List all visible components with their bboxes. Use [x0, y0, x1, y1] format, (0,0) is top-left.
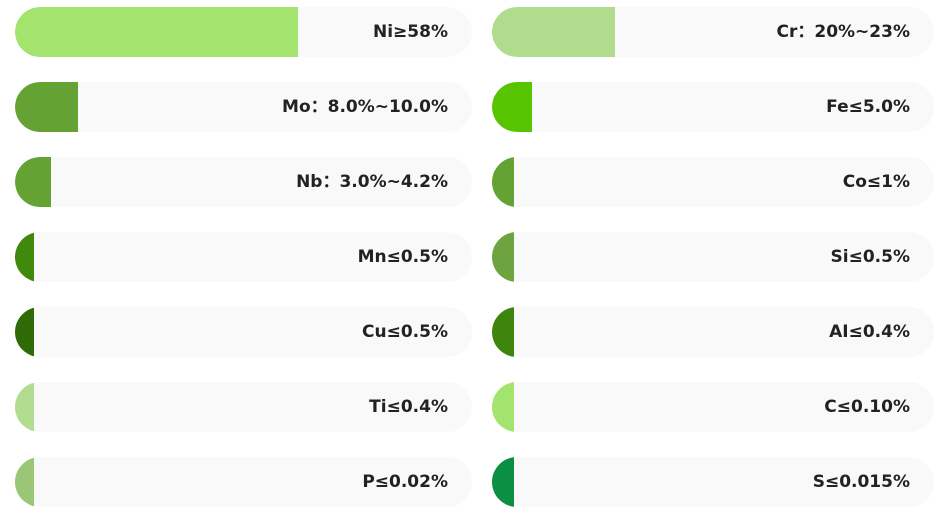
bar-label: Cu≤0.5% — [362, 322, 448, 342]
bar-label: Mn≤0.5% — [357, 247, 448, 267]
bar-fill — [15, 382, 35, 432]
bar-label: Nb：3.0%~4.2% — [296, 172, 448, 192]
bar-label: C≤0.10% — [824, 397, 910, 417]
bar-track: Cr：20%~23% — [492, 7, 934, 57]
bar-track: Nb：3.0%~4.2% — [15, 157, 472, 207]
bar-fill — [15, 307, 35, 357]
bar-label: Ti≤0.4% — [369, 397, 448, 417]
bar-label: Fe≤5.0% — [826, 97, 910, 117]
bar-label: S≤0.015% — [812, 472, 910, 492]
bar-label: Mo：8.0%~10.0% — [282, 97, 448, 117]
bar-track: Co≤1% — [492, 157, 934, 207]
bar-fill — [492, 232, 515, 282]
bar-fill — [15, 157, 52, 207]
bar-fill — [15, 7, 299, 57]
bar-track: Ni≥58% — [15, 7, 472, 57]
bar-track: S≤0.015% — [492, 457, 934, 507]
bar-track: Ti≤0.4% — [15, 382, 472, 432]
bar-fill — [492, 157, 515, 207]
bar-track: Mo：8.0%~10.0% — [15, 82, 472, 132]
bar-fill — [492, 382, 515, 432]
bar-fill — [15, 457, 35, 507]
bar-label: AI≤0.4% — [829, 322, 910, 342]
bar-label: Cr：20%~23% — [776, 22, 911, 42]
bar-track: Mn≤0.5% — [15, 232, 472, 282]
bar-track: AI≤0.4% — [492, 307, 934, 357]
bar-track: P≤0.02% — [15, 457, 472, 507]
bar-track: Cu≤0.5% — [15, 307, 472, 357]
bar-label: Co≤1% — [842, 172, 910, 192]
bar-fill — [15, 232, 35, 282]
bar-fill — [15, 82, 79, 132]
bar-label: P≤0.02% — [362, 472, 448, 492]
bar-track: Si≤0.5% — [492, 232, 934, 282]
bar-fill — [492, 457, 515, 507]
bar-track: Fe≤5.0% — [492, 82, 934, 132]
bar-fill — [492, 307, 515, 357]
bar-fill — [492, 82, 532, 132]
bar-label: Ni≥58% — [373, 22, 448, 42]
bar-label: Si≤0.5% — [830, 247, 910, 267]
bar-fill — [492, 7, 615, 57]
bar-track: C≤0.10% — [492, 382, 934, 432]
